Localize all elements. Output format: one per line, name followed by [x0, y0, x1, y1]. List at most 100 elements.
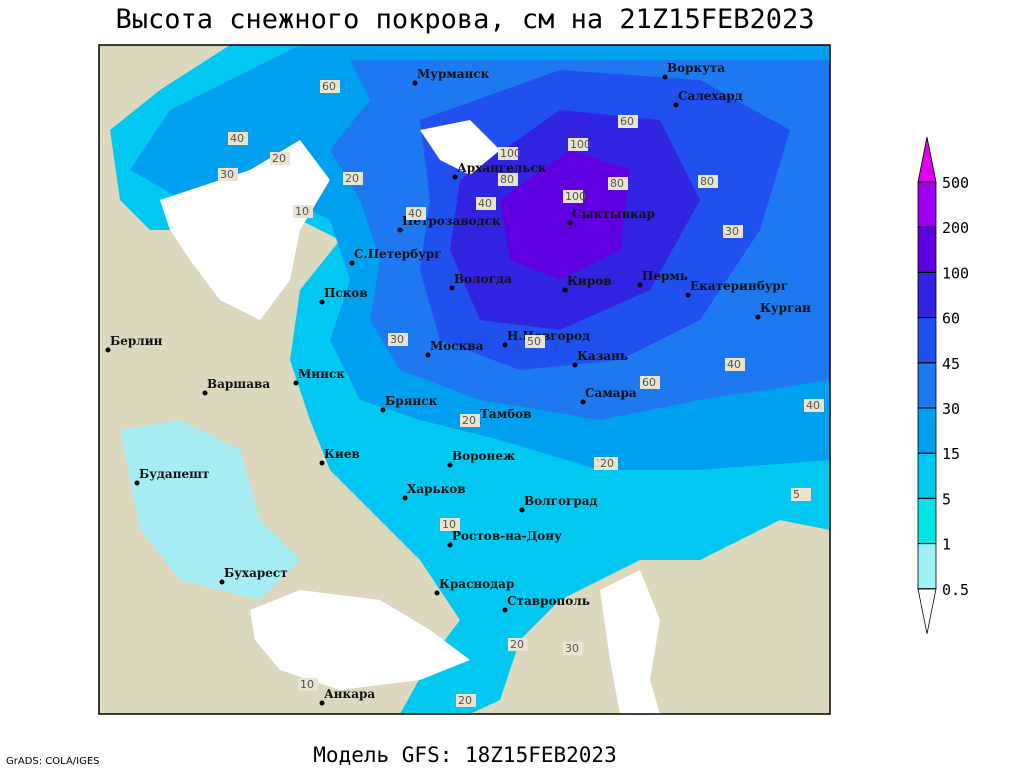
city-label: Брянск — [385, 394, 438, 408]
contour-label-box — [563, 190, 583, 203]
contour-label-box — [608, 177, 628, 190]
contour-label: 60 — [620, 115, 634, 128]
colorbar-label: 0.5 — [942, 581, 969, 599]
contour-label-box — [508, 638, 528, 651]
colorbar-segment — [917, 588, 937, 634]
contour-label-box — [476, 197, 496, 210]
title: Высота снежного покрова, см на 21Z15FEB2… — [116, 4, 815, 35]
sea — [250, 590, 470, 690]
city-dot — [380, 407, 386, 413]
city-dot — [219, 579, 225, 585]
colorbar-segment — [917, 452, 937, 499]
city-dot — [425, 352, 431, 358]
contour-label: 30 — [220, 168, 234, 181]
city-label: Минск — [298, 367, 345, 381]
city-dot — [755, 314, 761, 320]
colorbar-segment — [917, 407, 937, 454]
city-dot — [202, 390, 208, 396]
city-dot — [502, 342, 508, 348]
contour-label: 20 — [510, 638, 524, 651]
contour-label: 80 — [700, 175, 714, 188]
city-label: Киров — [567, 274, 612, 288]
contour-label: 100 — [500, 147, 521, 160]
city-dot — [572, 362, 578, 368]
city-dot — [519, 507, 525, 513]
city-dot — [447, 462, 453, 468]
city-label: Краснодар — [439, 577, 514, 591]
city-label: Пермь — [642, 269, 688, 283]
colorbar-segment — [917, 498, 937, 544]
city-label: Тамбов — [480, 407, 531, 421]
contour-label: 100 — [570, 138, 591, 151]
city-label: Самара — [585, 386, 637, 400]
colorbar-label: 45 — [942, 355, 960, 373]
contour-label-box — [525, 335, 545, 348]
contour-label: 40 — [727, 358, 741, 371]
city-dot — [319, 700, 325, 706]
city-label: Анкара — [324, 687, 375, 701]
city-label: Берлин — [110, 334, 163, 348]
city-label: Харьков — [407, 482, 466, 496]
city-label: Будапешт — [139, 467, 209, 481]
city-label: Мурманск — [417, 67, 490, 81]
city-dot — [319, 299, 325, 305]
contour-label-box — [598, 457, 618, 470]
contour-label-box — [640, 376, 660, 389]
map — [98, 44, 831, 715]
colorbar-segment — [917, 317, 937, 364]
city-dot — [349, 260, 355, 266]
city-label: Петрозаводск — [402, 214, 501, 228]
city-dot — [293, 380, 299, 386]
colorbar-label: 5 — [942, 490, 951, 508]
colorbar-segment — [917, 272, 937, 318]
contour-label-box — [388, 333, 408, 346]
colorbar-label: 100 — [942, 264, 969, 282]
city-label: Ставрополь — [507, 594, 590, 608]
contour-label-box — [618, 115, 638, 128]
city-label: Казань — [577, 349, 628, 363]
city-dot — [449, 285, 455, 291]
city-label: Салехард — [678, 89, 743, 103]
city-label: Псков — [324, 286, 368, 300]
contour-label-box — [320, 80, 340, 93]
contour-label: 50 — [527, 335, 541, 348]
colorbar-label: 1 — [942, 536, 951, 554]
contour-label-box — [725, 358, 745, 371]
sea — [160, 140, 330, 320]
contour-label-box — [460, 414, 480, 427]
city-dot — [662, 74, 668, 80]
contour-label-box — [270, 152, 290, 165]
contour-label-box — [228, 132, 248, 145]
contour-label: 30 — [390, 333, 404, 346]
credit: GrADS: COLA/IGES — [6, 756, 100, 767]
contour-label: 40 — [408, 207, 422, 220]
contour-label-box — [563, 642, 583, 655]
colorbar-label: 500 — [942, 174, 969, 192]
city-dot — [567, 220, 573, 226]
contour-label-box — [698, 175, 718, 188]
contour-label-box — [498, 173, 518, 186]
contour-label: 20 — [458, 694, 472, 707]
city-label: Киев — [324, 447, 360, 461]
city-label: Вологда — [454, 272, 512, 286]
contour-label: 100 — [565, 190, 586, 203]
colorbar-label: 15 — [942, 445, 960, 463]
city-dot — [134, 480, 140, 486]
colorbar-label: 60 — [942, 310, 960, 328]
contour-label: 10 — [442, 518, 456, 531]
contour-label: 30 — [725, 225, 739, 238]
city-dot — [319, 460, 325, 466]
city-label: Воркута — [667, 61, 725, 75]
contour-label-box — [804, 399, 824, 412]
contour-label: 30 — [565, 642, 579, 655]
contour-label-box — [406, 207, 426, 220]
city-dot — [447, 542, 453, 548]
city-dot — [580, 399, 586, 405]
contour-label: 80 — [500, 173, 514, 186]
city-label: С.Петербург — [354, 247, 442, 261]
city-label: Волгоград — [524, 494, 597, 508]
city-dot — [452, 174, 458, 180]
contour-label-box — [568, 138, 588, 151]
